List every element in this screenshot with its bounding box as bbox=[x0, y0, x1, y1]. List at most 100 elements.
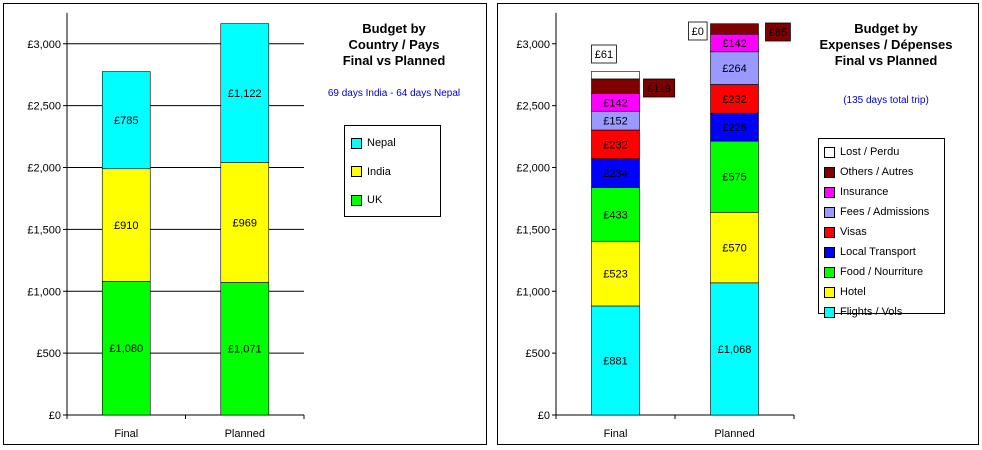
legend-item-flights-vols: Flights / Vols bbox=[824, 302, 939, 322]
data-label: £119 bbox=[647, 83, 671, 95]
legend-item-local-transport: Local Transport bbox=[824, 242, 939, 262]
legend-label: Lost / Perdu bbox=[840, 146, 900, 158]
bar-segment-food-nourriture-final bbox=[591, 187, 640, 242]
data-label: £1,068 bbox=[718, 344, 752, 356]
legend-swatch bbox=[824, 266, 835, 278]
legend-swatch bbox=[824, 186, 835, 198]
country-budget-chart: £0 £500 £1,000 £1,500 £2,000 £2,500 £3,000 Fina… bbox=[27, 12, 305, 440]
y-tick-label: £3,000 bbox=[27, 39, 61, 51]
legend-label: Local Transport bbox=[840, 246, 916, 258]
legend-label: Visas bbox=[840, 226, 867, 238]
bar-segment-lost-perdu-final bbox=[591, 71, 640, 80]
bar-segment-hotel-planned bbox=[710, 211, 759, 284]
bar-segment-visas-planned bbox=[710, 84, 759, 114]
bar-segment-flights-vols-final bbox=[591, 305, 640, 416]
legend-item-uk: UK bbox=[351, 186, 434, 215]
legend-label: Others / Autres bbox=[840, 166, 914, 178]
chart-title: Budget by Expenses / Dépenses Final vs Pla… bbox=[801, 21, 971, 69]
chart-title-line: Budget by bbox=[854, 21, 918, 36]
data-label: £1,122 bbox=[228, 88, 262, 100]
data-label-box bbox=[765, 22, 791, 42]
data-label: £61 bbox=[595, 49, 613, 61]
legend-swatch bbox=[824, 286, 835, 298]
legend-item-nepal: Nepal bbox=[351, 129, 434, 158]
country-budget-chart-panel: £0 £500 £1,000 £1,500 £2,000 £2,500 £3,000 Fina… bbox=[3, 3, 487, 445]
legend-item-hotel: Hotel bbox=[824, 282, 939, 302]
legend-swatch bbox=[351, 166, 362, 178]
data-label: £523 bbox=[603, 269, 627, 281]
x-tick-label: Planned bbox=[225, 428, 265, 440]
legend-item-india: India bbox=[351, 158, 434, 187]
data-label: £142 bbox=[603, 97, 627, 109]
expenses-budget-chart-panel: £0 £500 £1,000 £1,500 £2,000 £2,500 £3,000 Fina… bbox=[497, 3, 979, 445]
legend-label: India bbox=[367, 165, 391, 178]
data-label: £152 bbox=[603, 116, 627, 128]
bar-segment-hotel-final bbox=[591, 240, 640, 307]
chart-title-line: Country / Pays bbox=[348, 37, 440, 52]
y-tick-label: £1,000 bbox=[516, 286, 550, 298]
legend-label: Nepal bbox=[367, 137, 396, 150]
legend-swatch bbox=[824, 206, 835, 218]
y-tick-label: £2,500 bbox=[516, 101, 550, 113]
legend-swatch bbox=[824, 226, 835, 238]
data-label: £969 bbox=[233, 218, 257, 230]
y-tick-label: £1,500 bbox=[27, 224, 61, 236]
data-label: £433 bbox=[603, 209, 627, 221]
expenses-budget-chart: £0 £500 £1,000 £1,500 £2,000 £2,500 £3,000 Fina… bbox=[516, 12, 795, 440]
chart-title-line: Budget by bbox=[362, 21, 426, 36]
legend-label: Flights / Vols bbox=[840, 306, 903, 318]
data-label: £234 bbox=[603, 168, 627, 180]
legend-item-others-autres: Others / Autres bbox=[824, 162, 939, 182]
legend-label: Hotel bbox=[840, 286, 866, 298]
bar-segment-nepal-planned bbox=[220, 23, 270, 163]
chart-legend: Lost / Perdu Others / Autres Insurance Fees… bbox=[818, 138, 945, 318]
data-label: £232 bbox=[603, 139, 627, 151]
bar-segment-local-transport-final bbox=[591, 158, 640, 188]
data-label-box bbox=[688, 21, 708, 41]
y-tick-label: £2,000 bbox=[27, 163, 61, 175]
y-tick-label: £2,500 bbox=[27, 101, 61, 113]
data-label: £1,080 bbox=[109, 343, 143, 355]
y-tick-label: £500 bbox=[37, 348, 61, 360]
chart-subtitle: 69 days India - 64 days Nepal bbox=[327, 88, 461, 99]
chart-subtitle: (135 days total trip) bbox=[843, 95, 929, 106]
y-tick-label: £0 bbox=[538, 410, 550, 422]
data-label: £910 bbox=[114, 220, 138, 232]
bar-segment-uk-planned bbox=[220, 282, 270, 416]
legend-item-lost-perdu: Lost / Perdu bbox=[824, 142, 939, 162]
y-tick-label: £1,500 bbox=[516, 224, 550, 236]
bar-segment-others-autres-final bbox=[591, 78, 640, 94]
data-label: £575 bbox=[722, 172, 746, 184]
chart-legend: Nepal India UK bbox=[344, 125, 441, 217]
y-tick-label: £500 bbox=[526, 348, 550, 360]
legend-swatch bbox=[824, 166, 835, 178]
chart-title-line: Expenses / Dépenses bbox=[819, 37, 953, 52]
bar-segment-visas-final bbox=[591, 129, 640, 160]
data-label: £785 bbox=[114, 115, 138, 127]
data-label: £264 bbox=[722, 63, 746, 75]
legend-item-visas: Visas bbox=[824, 222, 939, 242]
legend-label: Fees / Admissions bbox=[840, 206, 930, 218]
legend-label: Food / Nourriture bbox=[840, 266, 924, 278]
legend-label: Insurance bbox=[840, 186, 889, 198]
y-tick-label: £0 bbox=[49, 410, 61, 422]
bar-segment-india-planned bbox=[220, 162, 270, 283]
data-label: £881 bbox=[603, 355, 627, 367]
chart-title-line: Final vs Planned bbox=[342, 53, 446, 68]
bar-segment-others-autres-planned bbox=[710, 23, 759, 35]
x-tick-label: Planned bbox=[714, 428, 754, 440]
data-label: £1,071 bbox=[228, 344, 262, 356]
bar-segment-flights-vols-planned bbox=[710, 282, 759, 416]
legend-swatch bbox=[824, 246, 835, 258]
data-label-box bbox=[591, 44, 617, 64]
legend-item-fees-admissions: Fees / Admissions bbox=[824, 202, 939, 222]
y-tick-label: £3,000 bbox=[516, 39, 550, 51]
bar-segment-nepal-final bbox=[101, 71, 151, 170]
bar-segment-fees-admissions-planned bbox=[710, 51, 759, 85]
legend-item-insurance: Insurance bbox=[824, 182, 939, 202]
legend-label: UK bbox=[367, 194, 383, 207]
data-label: £0 bbox=[692, 26, 704, 38]
legend-item-food-nourriture: Food / Nourriture bbox=[824, 262, 939, 282]
legend-swatch bbox=[824, 306, 835, 318]
data-label-box bbox=[643, 78, 676, 98]
